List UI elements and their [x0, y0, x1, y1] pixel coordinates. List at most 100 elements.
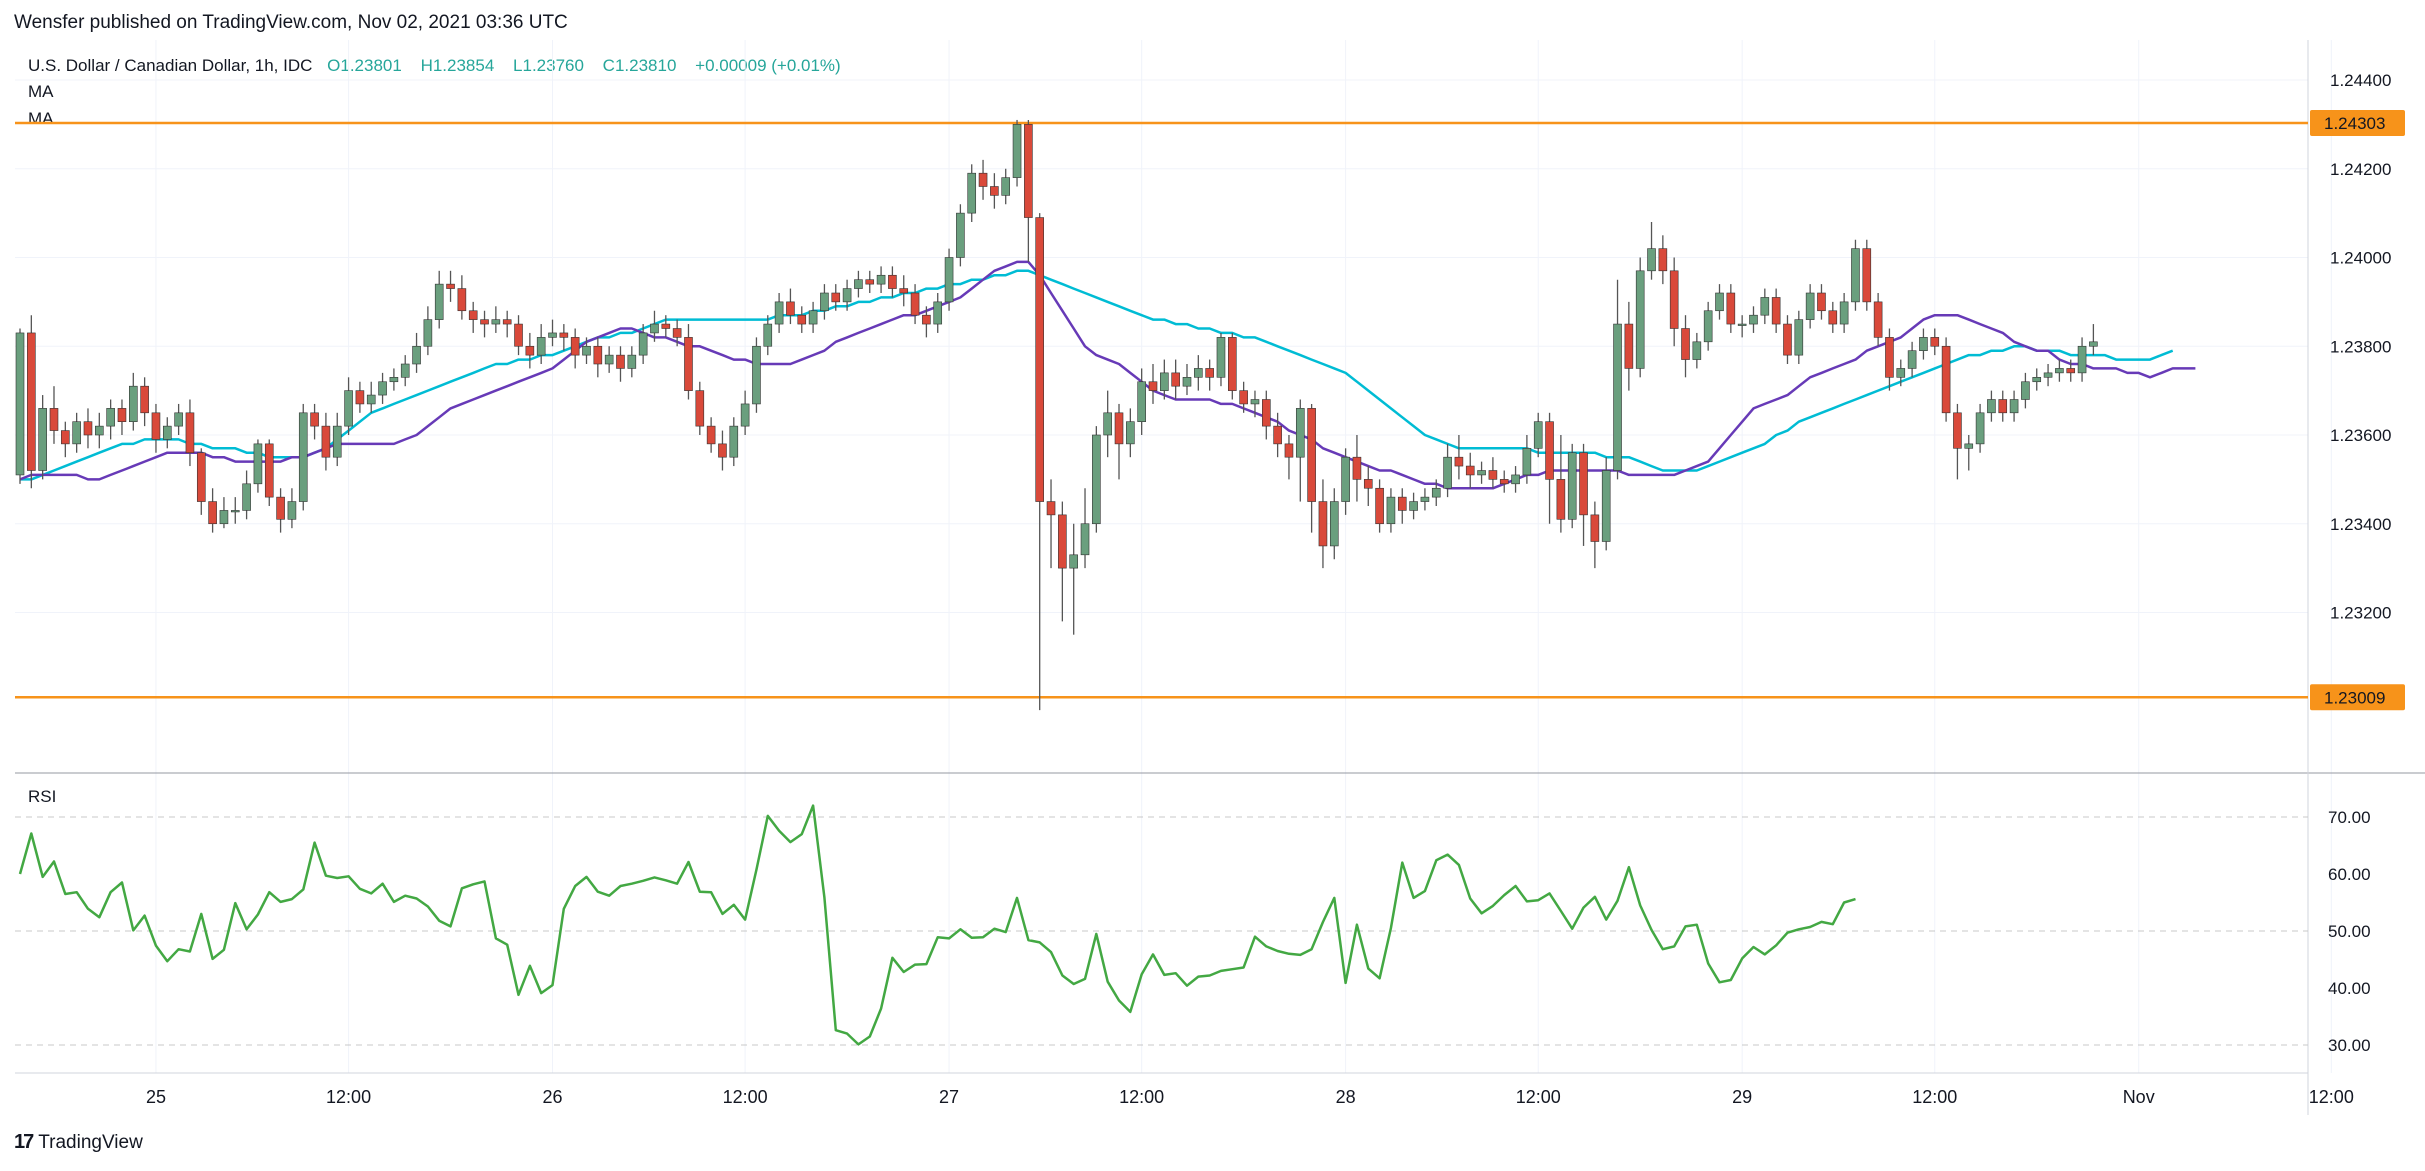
candle-down[interactable]	[797, 314, 807, 325]
candle-down[interactable]	[208, 501, 217, 525]
candle-up[interactable]	[876, 274, 886, 285]
candle-up[interactable]	[1511, 474, 1520, 485]
candle-up[interactable]	[854, 279, 863, 289]
candle-up[interactable]	[1715, 292, 1724, 312]
candle-up[interactable]	[287, 501, 297, 520]
candle-down[interactable]	[83, 421, 93, 436]
candle-down[interactable]	[1669, 270, 1679, 329]
candle-up[interactable]	[2032, 377, 2042, 383]
candle-up[interactable]	[1069, 554, 1078, 569]
candle-down[interactable]	[1998, 399, 2008, 414]
candle-down[interactable]	[264, 443, 274, 498]
candle-up[interactable]	[366, 394, 376, 405]
candle-down[interactable]	[1828, 310, 1838, 325]
candle-down[interactable]	[1454, 456, 1464, 467]
candle-up[interactable]	[1182, 377, 1192, 387]
candle-up[interactable]	[1216, 337, 1226, 378]
candle-up[interactable]	[95, 425, 104, 436]
candle-down[interactable]	[1545, 421, 1554, 480]
candle-up[interactable]	[1635, 270, 1645, 369]
candle-up[interactable]	[820, 292, 829, 312]
candle-up[interactable]	[1703, 310, 1713, 343]
candle-up[interactable]	[174, 412, 183, 427]
candle-down[interactable]	[1499, 479, 1509, 485]
candle-down[interactable]	[1817, 292, 1826, 312]
candle-up[interactable]	[1987, 399, 1996, 414]
candle-up[interactable]	[763, 323, 773, 347]
candle-up[interactable]	[582, 345, 591, 356]
candle-down[interactable]	[1624, 323, 1634, 369]
candle-down[interactable]	[1579, 452, 1588, 516]
candle-down[interactable]	[899, 288, 909, 294]
candle-up[interactable]	[548, 332, 557, 338]
candle-up[interactable]	[1250, 399, 1260, 405]
candle-up[interactable]	[729, 425, 739, 458]
candle-up[interactable]	[1409, 501, 1418, 511]
candle-up[interactable]	[1851, 248, 1860, 303]
candle-up[interactable]	[298, 412, 308, 502]
candle-up[interactable]	[230, 510, 240, 513]
candle-up[interactable]	[740, 403, 750, 427]
candle-down[interactable]	[1953, 412, 1962, 449]
candle-up[interactable]	[933, 301, 943, 325]
candle-up[interactable]	[2009, 399, 2019, 414]
candle-up[interactable]	[1692, 341, 1702, 360]
candle-down[interactable]	[1930, 337, 1940, 347]
candle-down[interactable]	[1726, 292, 1736, 325]
candle-down[interactable]	[1239, 390, 1248, 405]
candle-down[interactable]	[117, 408, 127, 422]
candle-down[interactable]	[910, 292, 920, 316]
candle-up[interactable]	[1805, 292, 1815, 320]
candle-down[interactable]	[922, 314, 931, 325]
candle-down[interactable]	[1862, 248, 1872, 303]
candle-up[interactable]	[2043, 372, 2053, 378]
candle-up[interactable]	[2021, 381, 2030, 400]
candle-down[interactable]	[1556, 479, 1566, 520]
candle-down[interactable]	[1205, 368, 1214, 378]
candle-up[interactable]	[162, 425, 172, 440]
candle-up[interactable]	[1613, 323, 1622, 471]
candle-up[interactable]	[604, 354, 614, 365]
ma-slow-line[interactable]	[20, 269, 2174, 481]
candle-down[interactable]	[1681, 328, 1690, 360]
candle-down[interactable]	[1035, 217, 1044, 502]
candle-down[interactable]	[978, 172, 988, 187]
candle-down[interactable]	[49, 408, 59, 431]
candle-up[interactable]	[1749, 314, 1758, 325]
candle-down[interactable]	[1771, 297, 1781, 325]
candle-down[interactable]	[616, 354, 625, 369]
candle-up[interactable]	[434, 283, 444, 320]
candle-up[interactable]	[1737, 323, 1747, 326]
candle-down[interactable]	[1465, 465, 1475, 476]
candle-up[interactable]	[389, 377, 399, 383]
ma-fast-line[interactable]	[19, 260, 2196, 490]
candle-up[interactable]	[1341, 456, 1350, 502]
candle-down[interactable]	[1352, 456, 1362, 480]
candle-down[interactable]	[1885, 337, 1894, 378]
candle-up[interactable]	[332, 425, 342, 458]
candle-up[interactable]	[15, 332, 25, 476]
candle-down[interactable]	[1318, 501, 1328, 547]
candle-up[interactable]	[1839, 301, 1849, 325]
candle-down[interactable]	[1488, 470, 1498, 480]
candle-up[interactable]	[1137, 381, 1146, 422]
candle-up[interactable]	[808, 310, 818, 325]
candle-up[interactable]	[1601, 470, 1611, 542]
candle-down[interactable]	[1024, 124, 1033, 218]
candle-down[interactable]	[831, 292, 841, 303]
candle-up[interactable]	[1012, 124, 1022, 178]
candle-up[interactable]	[38, 408, 47, 471]
candle-up[interactable]	[423, 319, 433, 347]
candle-up[interactable]	[1126, 421, 1135, 445]
candle-down[interactable]	[718, 443, 727, 458]
candle-up[interactable]	[1001, 177, 1011, 196]
candle-up[interactable]	[1160, 372, 1169, 391]
candle-up[interactable]	[1919, 337, 1928, 351]
candle-up[interactable]	[1386, 496, 1396, 525]
candle-up[interactable]	[412, 345, 421, 365]
candle-down[interactable]	[1228, 337, 1237, 391]
candle-up[interactable]	[344, 390, 353, 427]
candle-down[interactable]	[865, 279, 875, 285]
candle-up[interactable]	[1329, 501, 1339, 547]
candle-down[interactable]	[559, 332, 569, 338]
